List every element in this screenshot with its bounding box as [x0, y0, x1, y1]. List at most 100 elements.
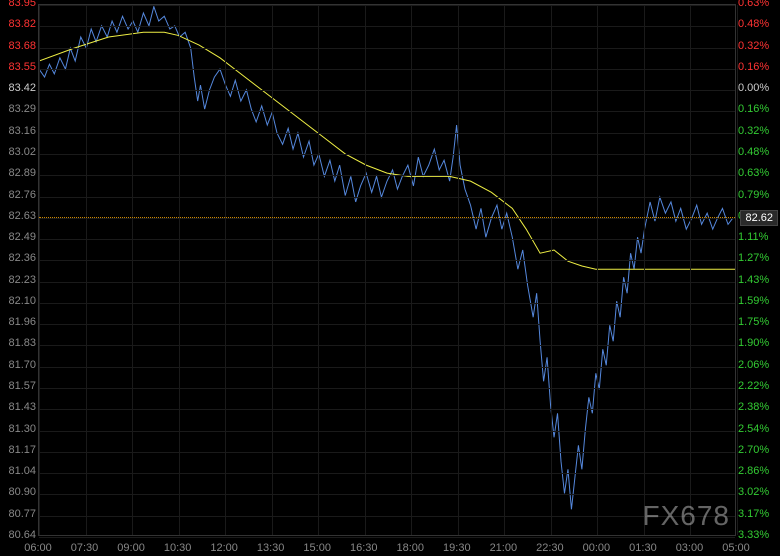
x-label: 12:00: [210, 542, 238, 554]
gridline-h: [39, 260, 735, 261]
y-left-label: 80.77: [2, 509, 36, 520]
x-label: 03:00: [676, 542, 704, 554]
x-label: 13:30: [257, 542, 285, 554]
y-right-label: 0.48%: [738, 19, 778, 30]
x-label: 05:00: [722, 542, 750, 554]
y-left-label: 82.49: [2, 232, 36, 243]
y-left-label: 81.30: [2, 424, 36, 435]
gridline-v: [597, 5, 598, 535]
y-left-label: 81.96: [2, 317, 36, 328]
gridline-h: [39, 26, 735, 27]
x-label: 10:30: [164, 542, 192, 554]
series-price: [39, 7, 733, 510]
gridline-v: [132, 5, 133, 535]
y-right-label: 1.27%: [738, 253, 778, 264]
y-left-label: 82.10: [2, 296, 36, 307]
y-right-label: 0.63%: [738, 168, 778, 179]
y-right-label: 1.59%: [738, 296, 778, 307]
chart-series-svg: [39, 5, 735, 535]
y-left-label: 80.64: [2, 530, 36, 541]
y-right-label: 0.00%: [738, 83, 778, 94]
gridline-h: [39, 473, 735, 474]
y-right-label: 2.22%: [738, 381, 778, 392]
y-left-label: 83.16: [2, 126, 36, 137]
gridline-h: [39, 69, 735, 70]
x-label: 01:30: [629, 542, 657, 554]
gridline-h: [39, 282, 735, 283]
y-left-label: 83.95: [2, 0, 36, 9]
gridline-h: [39, 303, 735, 304]
gridline-v: [318, 5, 319, 535]
gridline-h: [39, 367, 735, 368]
gridline-v: [411, 5, 412, 535]
gridline-h: [39, 324, 735, 325]
y-right-label: 0.32%: [738, 126, 778, 137]
gridline-v: [39, 5, 40, 535]
y-right-label: 2.54%: [738, 424, 778, 435]
y-left-label: 83.55: [2, 62, 36, 73]
gridline-v: [690, 5, 691, 535]
y-left-label: 82.63: [2, 211, 36, 222]
gridline-h: [39, 388, 735, 389]
y-right-label: 1.11%: [738, 232, 778, 243]
gridline-h: [39, 48, 735, 49]
gridline-h: [39, 175, 735, 176]
y-left-label: 83.82: [2, 19, 36, 30]
y-left-label: 82.36: [2, 253, 36, 264]
y-right-label: 2.38%: [738, 402, 778, 413]
y-right-label: 3.02%: [738, 487, 778, 498]
y-right-label: 0.79%: [738, 190, 778, 201]
gridline-h: [39, 537, 735, 538]
x-label: 22:30: [536, 542, 564, 554]
x-label: 06:00: [24, 542, 52, 554]
y-left-label: 81.43: [2, 402, 36, 413]
y-left-label: 82.89: [2, 168, 36, 179]
gridline-h: [39, 409, 735, 410]
x-label: 21:00: [490, 542, 518, 554]
x-label: 07:30: [71, 542, 99, 554]
gridline-v: [272, 5, 273, 535]
y-right-label: 3.33%: [738, 530, 778, 541]
x-label: 09:00: [117, 542, 145, 554]
y-right-label: 2.70%: [738, 445, 778, 456]
y-left-label: 83.29: [2, 104, 36, 115]
gridline-h: [39, 111, 735, 112]
y-right-label: 0.32%: [738, 41, 778, 52]
y-left-label: 81.57: [2, 381, 36, 392]
gridline-v: [179, 5, 180, 535]
y-right-label: 3.17%: [738, 509, 778, 520]
x-label: 15:00: [303, 542, 331, 554]
y-left-label: 81.04: [2, 466, 36, 477]
y-left-label: 82.23: [2, 275, 36, 286]
y-left-label: 82.76: [2, 190, 36, 201]
gridline-h: [39, 154, 735, 155]
gridline-h: [39, 239, 735, 240]
current-price-tag: 82.62: [740, 210, 778, 226]
y-left-label: 83.02: [2, 147, 36, 158]
y-left-label: 81.83: [2, 338, 36, 349]
gridline-v: [458, 5, 459, 535]
gridline-v: [644, 5, 645, 535]
gridline-v: [225, 5, 226, 535]
y-right-label: 0.48%: [738, 147, 778, 158]
gridline-h: [39, 5, 735, 6]
y-right-label: 0.16%: [738, 62, 778, 73]
gridline-v: [365, 5, 366, 535]
y-left-label: 80.90: [2, 487, 36, 498]
gridline-v: [551, 5, 552, 535]
x-label: 18:00: [397, 542, 425, 554]
y-left-label: 81.17: [2, 445, 36, 456]
reference-line: [39, 217, 735, 218]
y-right-label: 1.90%: [738, 338, 778, 349]
gridline-h: [39, 452, 735, 453]
gridline-h: [39, 197, 735, 198]
y-left-label: 83.68: [2, 41, 36, 52]
y-right-label: 1.43%: [738, 275, 778, 286]
y-right-label: 1.75%: [738, 317, 778, 328]
gridline-h: [39, 494, 735, 495]
x-label: 16:30: [350, 542, 378, 554]
y-left-label: 81.70: [2, 360, 36, 371]
gridline-h: [39, 431, 735, 432]
series-ma: [39, 32, 735, 269]
x-label: 00:00: [583, 542, 611, 554]
